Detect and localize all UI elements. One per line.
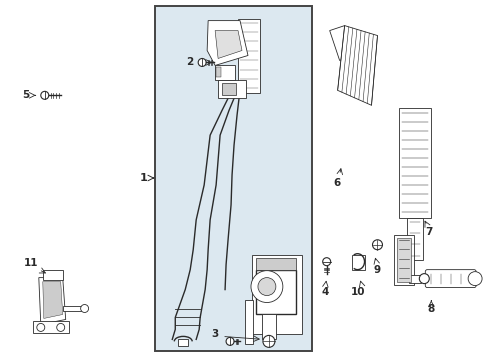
Circle shape (41, 91, 49, 99)
Text: 9: 9 (374, 265, 381, 275)
Circle shape (37, 323, 45, 332)
Bar (178, 339, 188, 346)
Bar (33, 321, 69, 333)
Text: 10: 10 (350, 287, 365, 297)
Bar (238, 19, 260, 93)
FancyBboxPatch shape (425, 270, 476, 288)
Bar (63, 306, 81, 311)
Text: 11: 11 (24, 258, 38, 268)
Bar (394, 235, 415, 285)
Text: 7: 7 (426, 227, 433, 237)
Bar (215, 66, 235, 80)
Bar (256, 258, 296, 270)
Circle shape (323, 258, 331, 266)
Text: 6: 6 (333, 178, 340, 188)
Polygon shape (330, 26, 355, 60)
Bar (409, 275, 421, 283)
Bar (256, 270, 296, 315)
Circle shape (258, 278, 276, 296)
Bar (245, 300, 253, 345)
Bar (222, 84, 236, 95)
Polygon shape (338, 26, 377, 105)
Circle shape (226, 337, 234, 345)
Polygon shape (43, 282, 63, 319)
Bar (397, 238, 412, 282)
Bar (252, 255, 302, 334)
Text: 2: 2 (187, 58, 194, 67)
Bar (43, 270, 63, 280)
Circle shape (251, 271, 283, 302)
Text: 8: 8 (428, 305, 435, 315)
Text: 5: 5 (22, 90, 29, 100)
Bar (399, 108, 431, 218)
Polygon shape (215, 31, 242, 58)
Circle shape (468, 272, 482, 285)
Bar (218, 80, 246, 98)
Polygon shape (39, 278, 66, 324)
Polygon shape (352, 255, 365, 270)
Circle shape (198, 58, 206, 67)
Bar (155, 6, 312, 351)
Bar (216, 67, 221, 77)
Circle shape (372, 240, 383, 250)
Text: 1: 1 (140, 173, 147, 183)
Circle shape (419, 274, 429, 284)
Circle shape (263, 336, 275, 347)
Bar (407, 218, 423, 260)
Text: 3: 3 (212, 329, 219, 339)
Bar (262, 315, 276, 339)
Polygon shape (207, 21, 248, 66)
Circle shape (57, 323, 65, 332)
Text: 4: 4 (321, 287, 328, 297)
Circle shape (81, 305, 89, 312)
